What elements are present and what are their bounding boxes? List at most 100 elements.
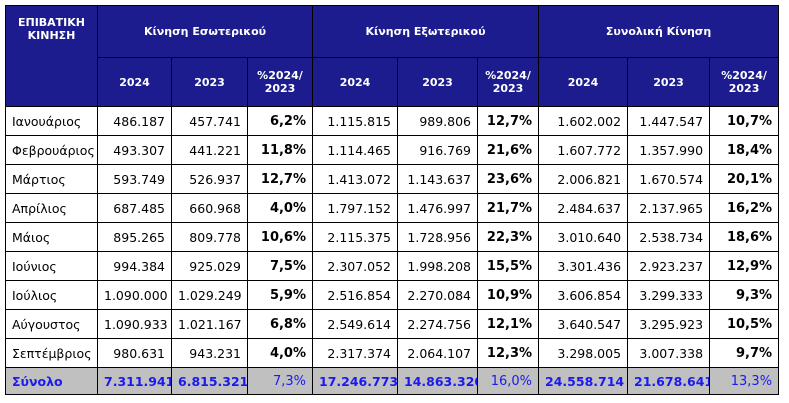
value-cell: 441.221 (171, 135, 248, 165)
value-cell: 3.299.333 (627, 280, 711, 310)
value-cell: 2.923.237 (627, 251, 711, 281)
month-cell: Ιούνιος (5, 251, 98, 281)
month-cell: Ιούλιος (5, 280, 98, 310)
data-row: Μάιος 895.265 809.778 10,6% 2.115.375 1.728.9… (5, 222, 780, 252)
total-cell: 14.863.320 (397, 367, 479, 395)
value-cell: 6,8% (246, 309, 314, 339)
subheader: 2024 (312, 57, 399, 107)
group-header: Κίνηση Εξωτερικού (312, 5, 540, 58)
value-cell: 12,9% (709, 251, 780, 281)
value-cell: 2.115.375 (312, 222, 399, 252)
value-cell: 3.295.923 (627, 309, 711, 339)
value-cell: 2.137.965 (627, 193, 711, 223)
value-cell: 2.538.734 (627, 222, 711, 252)
value-cell: 12,7% (477, 106, 540, 136)
value-cell: 9,3% (709, 280, 780, 310)
value-cell: 11,8% (246, 135, 314, 165)
value-cell: 1.029.249 (171, 280, 248, 310)
month-cell: Μάρτιος (5, 164, 98, 194)
value-cell: 809.778 (171, 222, 248, 252)
value-cell: 2.484.637 (538, 193, 629, 223)
passenger-table: ΕΠΙΒΑΤΙΚΗ ΚΙΝΗΣΗ Κίνηση Εσωτερικού Κίνηση … (5, 5, 780, 395)
value-cell: 12,1% (477, 309, 540, 339)
data-row: Αύγουστος 1.090.933 1.021.167 6,8% 2.549.614… (5, 309, 780, 339)
value-cell: 3.298.005 (538, 338, 629, 368)
total-row: Σύνολο 7.311.941 6.815.321 7,3% 17.246.773 14… (5, 367, 780, 395)
value-cell: 1.607.772 (538, 135, 629, 165)
value-cell: 3.007.338 (627, 338, 711, 368)
subheader: 2023 (627, 57, 711, 107)
data-row: Απρίλιος 687.485 660.968 4,0% 1.797.152 1.476… (5, 193, 780, 223)
data-row: Ιούλιος 1.090.000 1.029.249 5,9% 2.516.854 2.… (5, 280, 780, 310)
value-cell: 526.937 (171, 164, 248, 194)
value-cell: 7,5% (246, 251, 314, 281)
value-cell: 9,7% (709, 338, 780, 368)
value-cell: 2.317.374 (312, 338, 399, 368)
month-cell: Ιανουάριος (5, 106, 98, 136)
value-cell: 22,3% (477, 222, 540, 252)
value-cell: 1.090.933 (97, 309, 172, 339)
value-cell: 895.265 (97, 222, 172, 252)
value-cell: 994.384 (97, 251, 172, 281)
subheader: 2024 (538, 57, 629, 107)
value-cell: 12,7% (246, 164, 314, 194)
value-cell: 2.516.854 (312, 280, 399, 310)
total-cell: 24.558.714 (538, 367, 629, 395)
data-row: Ιούνιος 994.384 925.029 7,5% 2.307.052 1.998.… (5, 251, 780, 281)
value-cell: 16,2% (709, 193, 780, 223)
value-cell: 2.549.614 (312, 309, 399, 339)
value-cell: 23,6% (477, 164, 540, 194)
month-cell: Αύγουστος (5, 309, 98, 339)
value-cell: 1.090.000 (97, 280, 172, 310)
value-cell: 925.029 (171, 251, 248, 281)
group-header: Συνολική Κίνηση (538, 5, 780, 58)
value-cell: 2.006.821 (538, 164, 629, 194)
subheader: %2024/ 2023 (246, 57, 314, 107)
total-cell: 6.815.321 (171, 367, 248, 395)
value-cell: 593.749 (97, 164, 172, 194)
value-cell: 660.968 (171, 193, 248, 223)
corner-header: ΕΠΙΒΑΤΙΚΗ ΚΙΝΗΣΗ (5, 5, 98, 107)
group-header: Κίνηση Εσωτερικού (96, 5, 314, 58)
value-cell: 3.010.640 (538, 222, 629, 252)
value-cell: 3.640.547 (538, 309, 629, 339)
value-cell: 943.231 (171, 338, 248, 368)
total-cell: 7.311.941 (97, 367, 172, 395)
value-cell: 3.301.436 (538, 251, 629, 281)
table-body: ΕΠΙΒΑΤΙΚΗ ΚΙΝΗΣΗ Κίνηση Εσωτερικού Κίνηση … (5, 5, 780, 395)
value-cell: 989.806 (397, 106, 479, 136)
value-cell: 10,7% (709, 106, 780, 136)
data-row: Σεπτέμβριος 980.631 943.231 4,0% 2.317.374 2.… (5, 338, 780, 368)
total-cell: 21.678.641 (627, 367, 711, 395)
value-cell: 1.998.208 (397, 251, 479, 281)
value-cell: 916.769 (397, 135, 479, 165)
value-cell: 10,5% (709, 309, 780, 339)
value-cell: 980.631 (97, 338, 172, 368)
value-cell: 4,0% (246, 193, 314, 223)
value-cell: 1.114.465 (312, 135, 399, 165)
value-cell: 493.307 (97, 135, 172, 165)
value-cell: 10,6% (246, 222, 314, 252)
total-cell: 17.246.773 (312, 367, 399, 395)
value-cell: 3.606.854 (538, 280, 629, 310)
total-cell: 7,3% (246, 367, 314, 395)
month-cell: Μάιος (5, 222, 98, 252)
data-row: Ιανουάριος 486.187 457.741 6,2% 1.115.815 989… (5, 106, 780, 136)
value-cell: 1.476.997 (397, 193, 479, 223)
value-cell: 2.270.084 (397, 280, 479, 310)
value-cell: 6,2% (246, 106, 314, 136)
value-cell: 1.413.072 (312, 164, 399, 194)
value-cell: 1.602.002 (538, 106, 629, 136)
value-cell: 21,7% (477, 193, 540, 223)
value-cell: 2.307.052 (312, 251, 399, 281)
subheader: %2024/ 2023 (709, 57, 780, 107)
subheader: 2024 (97, 57, 172, 107)
subheader: 2023 (397, 57, 479, 107)
header-row: ΕΠΙΒΑΤΙΚΗ ΚΙΝΗΣΗ Κίνηση Εσωτερικού Κίνηση … (5, 5, 780, 107)
value-cell: 1.021.167 (171, 309, 248, 339)
value-cell: 1.728.956 (397, 222, 479, 252)
total-label: Σύνολο (5, 367, 98, 395)
month-cell: Απρίλιος (5, 193, 98, 223)
total-cell: 16,0% (477, 367, 540, 395)
value-cell: 1.670.574 (627, 164, 711, 194)
